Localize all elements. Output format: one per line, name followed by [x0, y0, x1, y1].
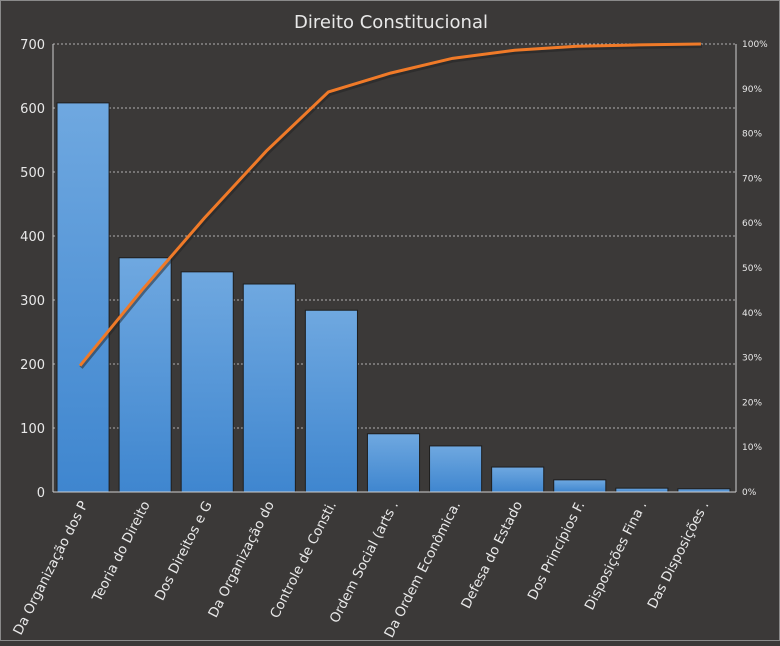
chart-title: Direito Constitucional — [294, 12, 488, 33]
y-tick-label: 200 — [20, 358, 45, 373]
y2-tick-label: 60% — [742, 219, 762, 229]
bar — [180, 271, 234, 493]
cumulative-line — [78, 42, 701, 367]
y2-tick-label: 20% — [742, 398, 762, 408]
bar — [242, 283, 296, 493]
bar — [118, 257, 172, 493]
x-tick-label: Defesa do Estado — [458, 499, 526, 612]
x-tick-label: Da Organização dos P — [10, 499, 91, 638]
bar — [553, 479, 607, 493]
x-tick-label: Dos Direitos e G — [152, 499, 216, 604]
y2-tick-label: 30% — [742, 354, 762, 364]
y2-tick-label: 0% — [742, 488, 757, 498]
x-tick-label: Das Disposições . — [645, 499, 713, 612]
x-tick-label: Disposições Fina . — [582, 499, 651, 613]
y2-tick-label: 40% — [742, 309, 762, 319]
y2-tick-label: 80% — [742, 130, 762, 140]
x-tick-label: Ordem Social (arts . — [327, 499, 402, 626]
x-tick-label: Dos Princípios F. — [525, 499, 589, 603]
bar — [491, 466, 545, 493]
x-tick-label: Teoria do Direito — [89, 499, 154, 606]
x-tick-label: Controle de Consti. — [267, 499, 340, 621]
y-tick-label: 100 — [20, 422, 45, 437]
y-tick-label: 0 — [37, 486, 45, 501]
y-tick-label: 300 — [20, 294, 45, 309]
bar — [366, 433, 421, 493]
y2-tick-label: 100% — [742, 40, 768, 50]
y2-tick-label: 50% — [742, 264, 762, 274]
y-tick-label: 500 — [20, 166, 45, 181]
y-tick-label: 700 — [20, 38, 45, 53]
y2-tick-label: 10% — [742, 443, 762, 453]
bar — [615, 487, 669, 493]
y-tick-label: 400 — [20, 230, 45, 245]
y2-tick-label: 70% — [742, 174, 762, 184]
bar — [304, 309, 358, 493]
bar — [56, 102, 110, 493]
cumulative-line-shadow — [79, 44, 702, 369]
bar — [429, 445, 483, 493]
y2-tick-label: 90% — [742, 85, 762, 95]
y-tick-label: 600 — [20, 102, 45, 117]
x-tick-label: Da Organização do — [205, 499, 278, 621]
